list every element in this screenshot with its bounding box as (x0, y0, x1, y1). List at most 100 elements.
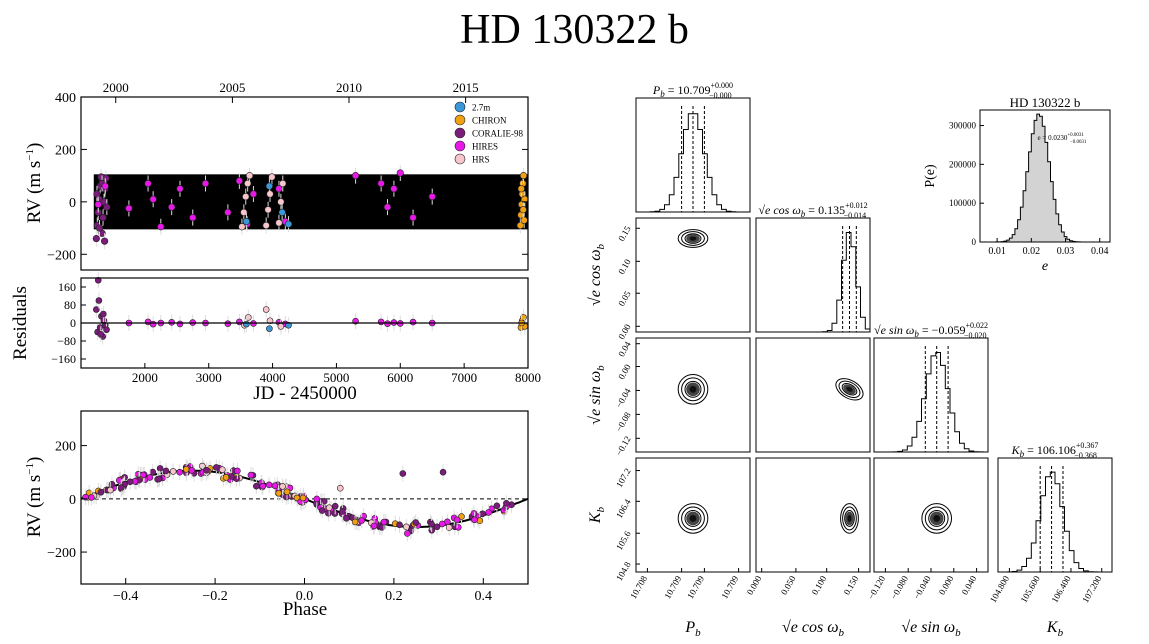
residual-point-coralie98 (95, 297, 103, 304)
rv-point-coralie98 (103, 203, 111, 211)
corner-ytick-label: 0.15 (616, 224, 633, 243)
rv-point-hrs (242, 193, 250, 201)
residual-point-coralie98 (103, 326, 110, 334)
phase-point (139, 471, 147, 479)
contour-line (838, 380, 861, 399)
contour-line (842, 506, 857, 531)
phase-point (169, 468, 177, 475)
rv-time-axes (80, 96, 529, 271)
ecc-xtick-label: 0.04 (1091, 246, 1109, 257)
phase-point (428, 520, 435, 528)
residual-point-27m (243, 320, 250, 328)
res-xtick-label: 2000 (132, 370, 158, 385)
rv-point-hires (157, 223, 165, 231)
corner-xtick-label: 10.709 (685, 574, 706, 601)
phase-point (126, 478, 134, 486)
corner-xtick-label: 104.800 (988, 574, 1012, 605)
contour-line (681, 231, 705, 246)
phase-point (247, 471, 255, 479)
rv-point-hires (428, 193, 436, 201)
legend-label: HRS (472, 155, 490, 165)
phase-point (279, 483, 286, 490)
residual-point-hrs (262, 306, 270, 313)
residual-point-hires (149, 320, 157, 328)
diag-title-sqrt_e_sin: √e sin ωb = −0.059+0.022 −0.020 (874, 321, 988, 340)
residual-point-hires (384, 320, 391, 327)
contour-line (681, 506, 705, 531)
phase-xlabel: Phase (283, 599, 327, 620)
ecc-ytick-label: 300000 (949, 121, 977, 131)
ecc-axes (979, 109, 1111, 243)
rv-ytick-label: 0 (69, 196, 76, 211)
corner-ylabel-Kb: Kb (587, 506, 607, 524)
ecc-ytick-label: 100000 (949, 198, 977, 208)
phase-point (222, 473, 230, 481)
residual-point-hires (168, 319, 175, 326)
phase-point (403, 523, 410, 531)
rv-point-hires (101, 182, 109, 190)
rv-ylabel: RV (m s−1) (24, 143, 45, 224)
contour-line (684, 233, 702, 244)
rv-ytick-label: −200 (47, 248, 76, 263)
residual-point-27m (266, 325, 273, 332)
corner-panel-sqrt_e_cos-sqrt_e_cos (755, 217, 871, 333)
contour-line (684, 380, 702, 398)
contour-line (684, 509, 702, 527)
corner-panel-sqrt_e_sin-Pb (635, 337, 751, 453)
contour-line (841, 383, 858, 396)
corner-panel-Kb-sqrt_e_cos (755, 457, 871, 573)
phase-point (275, 489, 283, 497)
phase-xtick-label: 0.4 (475, 589, 493, 604)
figure-title: HD 130322 b (460, 7, 689, 53)
phase-point (253, 482, 260, 490)
phase-point (88, 494, 95, 501)
rv-point-hires (275, 185, 283, 193)
contour-line (924, 506, 949, 531)
ecc-annotation: e = 0.0230+0.0031 −0.0031 (1038, 133, 1087, 145)
corner-ytick-label: 0.00 (616, 322, 633, 341)
corner-xtick-label: −0.040 (911, 574, 933, 601)
corner-xtick-label: −0.080 (889, 574, 911, 601)
rv-point-chiron (519, 172, 528, 180)
corner-xlabel-Pb: Pb (684, 619, 701, 639)
ecc-xtick-label: 0.02 (1023, 246, 1041, 257)
phase-point (182, 466, 190, 473)
phase-point (228, 473, 235, 480)
phase-point (370, 522, 378, 530)
phase-point (470, 510, 478, 517)
phase-point (358, 517, 365, 524)
phase-point (325, 504, 333, 512)
rv-point-hires (201, 179, 210, 188)
density-peak (847, 515, 852, 522)
rv-point-hrs (238, 223, 246, 231)
rv-point-hires (94, 200, 102, 209)
phase-point (149, 468, 157, 476)
rv-point-hires (390, 185, 398, 193)
hist-Kb (998, 471, 1112, 573)
residual-point-hrs (277, 323, 285, 330)
phase-point (453, 516, 461, 524)
corner-xtick-label: 10.709 (662, 574, 683, 601)
phase-point (259, 482, 267, 490)
phase-point (188, 467, 196, 474)
corner-xtick-label: 107.200 (1080, 574, 1104, 605)
rv-point-hires (149, 195, 157, 203)
diag-title-sqrt_e_cos: √e cos ωb = 0.135+0.012 −0.014 (758, 201, 867, 220)
phase-point (156, 465, 164, 472)
res-xtick-label: 4000 (260, 370, 286, 385)
res-xtick-label: 8000 (515, 370, 541, 385)
rv-point-chiron (519, 206, 527, 214)
rv-point-coralie98 (101, 237, 109, 245)
rv-point-coralie98 (99, 213, 107, 222)
corner-ytick-label: −0.04 (614, 386, 633, 409)
rv-point-hrs (264, 206, 272, 214)
rv-point-hrs (277, 198, 285, 206)
rv-point-hires (168, 203, 176, 211)
rv-point-27m (278, 208, 286, 216)
residual-point-hires (409, 318, 417, 326)
rv-point-27m (284, 220, 293, 228)
phase-outlier-point (439, 468, 447, 476)
phase-point (433, 523, 441, 531)
corner-ytick-label: 0.04 (616, 339, 633, 358)
